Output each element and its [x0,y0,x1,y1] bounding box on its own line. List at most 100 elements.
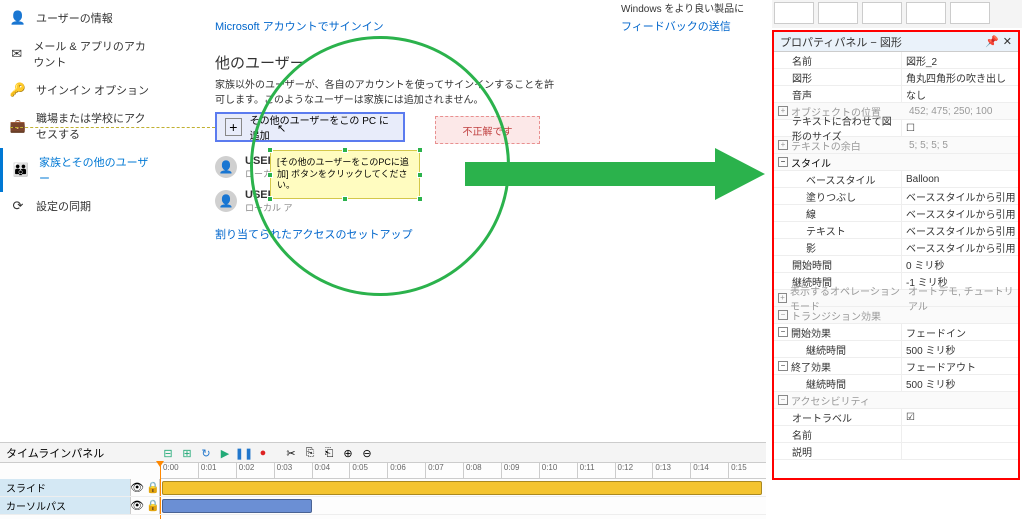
thumbnail[interactable] [862,2,902,24]
timeline-bar-cursor[interactable] [162,499,312,513]
group-key: アクセシビリティ [791,393,905,408]
property-grid[interactable]: 名前図形_2図形角丸四角形の吹き出し音声なし+オブジェクトの位置452; 475… [774,52,1018,478]
tl-tool[interactable]: ⊕ [340,445,356,461]
nav-sync[interactable]: ⟳設定の同期 [0,192,165,220]
property-value[interactable]: 500 ミリ秒 [902,342,1018,357]
property-row[interactable]: 説明 [774,443,1018,460]
property-value[interactable]: ベーススタイルから引用 [902,189,1018,204]
property-value[interactable]: なし [902,87,1018,102]
nav-signin-options[interactable]: 🔑サインイン オプション [0,76,165,104]
lock-icon[interactable]: 🔒 [146,481,160,494]
property-row[interactable]: テキストベーススタイルから引用 [774,222,1018,239]
property-row[interactable]: テキストに合わせて図形のサイズ☐ [774,120,1018,137]
timeline-ruler[interactable]: 0:000:010:020:030:040:050:060:070:080:09… [160,463,766,479]
property-row[interactable]: 図形角丸四角形の吹き出し [774,69,1018,86]
thumbnail[interactable] [818,2,858,24]
tl-tool[interactable]: ⎘ [302,445,318,461]
expander-icon[interactable]: − [778,395,788,405]
property-row[interactable]: 影ベーススタイルから引用 [774,239,1018,256]
property-key: 影 [774,239,902,255]
ruler-tick: 0:00 [160,463,198,478]
play-button[interactable]: ▶ [217,445,233,461]
property-value[interactable]: ☐ [902,123,1018,134]
group-val: オートデモ, チュートリアル [904,283,1018,313]
property-row[interactable]: 継続時間500 ミリ秒 [774,341,1018,358]
property-row[interactable]: 継続時間500 ミリ秒 [774,375,1018,392]
tl-btn-expand[interactable]: ⊞ [179,445,195,461]
property-row[interactable]: オートラベル☑ [774,409,1018,426]
timeline-row-cursor[interactable]: カーソルパス 👁🔒 [0,497,766,515]
property-row[interactable]: −開始効果フェードイン [774,324,1018,341]
group-val: 452; 475; 250; 100 [905,106,992,117]
property-value[interactable]: ☑ [902,412,1018,423]
feedback-link[interactable]: フィードバックの送信 [621,18,731,34]
record-button[interactable]: ● [255,445,271,461]
property-row[interactable]: 音声なし [774,86,1018,103]
nav-mail-accounts[interactable]: ✉メール & アプリのアカウント [0,32,165,76]
property-value[interactable]: 図形_2 [902,53,1018,68]
lock-icon[interactable]: 🔒 [146,499,160,512]
nav-work-school[interactable]: 💼職場または学校にアクセスする [0,104,165,148]
editor-canvas[interactable]: Microsoft アカウントでサインイン Windows をより良い製品に フ… [165,0,765,425]
avatar-icon: 👤 [215,190,237,212]
property-value[interactable]: 500 ミリ秒 [902,376,1018,391]
thumbnail[interactable] [774,2,814,24]
timeline-row-slide[interactable]: スライド 👁🔒 [0,479,766,497]
property-row[interactable]: 線ベーススタイルから引用 [774,205,1018,222]
ruler-tick: 0:08 [463,463,501,478]
expander-icon[interactable]: − [778,361,788,371]
tl-tool[interactable]: ⊖ [359,445,375,461]
property-value[interactable]: 0 ミリ秒 [902,257,1018,272]
expander-icon[interactable]: − [778,327,788,337]
tl-btn-refresh[interactable]: ↻ [198,445,214,461]
expander-icon[interactable]: − [778,310,788,320]
ms-signin-link[interactable]: Microsoft アカウントでサインイン [215,18,384,34]
thumbnail[interactable] [906,2,946,24]
timeline-header: タイムラインパネル [0,443,766,463]
nav-label: 設定の同期 [36,198,91,214]
thumbnail[interactable] [950,2,990,24]
nav-family-users[interactable]: 👪家族とその他のユーザー [0,148,165,192]
eye-icon[interactable]: 👁 [130,481,144,494]
close-icon[interactable]: ✕ [1003,35,1012,48]
property-value[interactable]: フェードアウト [902,359,1018,374]
property-row[interactable]: ベーススタイルBalloon [774,171,1018,188]
other-users-desc: 家族以外のユーザーが、各自のアカウントを使ってサインインすることを許可します。こ… [215,78,555,108]
eye-icon[interactable]: 👁 [130,499,144,512]
property-value[interactable]: ベーススタイルから引用 [902,206,1018,221]
tl-btn-collapse[interactable]: ⊟ [160,445,176,461]
property-row[interactable]: 開始時間0 ミリ秒 [774,256,1018,273]
property-group[interactable]: −スタイル [774,154,1018,171]
timeline-panel: タイムラインパネル ⊟ ⊞ ↻ ▶ ❚❚ ● ✂ ⎘ ⎗ ⊕ ⊖ 0:000:0… [0,442,766,519]
property-group[interactable]: +表示するオペレーションモードオートデモ, チュートリアル [774,290,1018,307]
property-value[interactable]: Balloon [902,174,1018,185]
property-value[interactable]: ベーススタイルから引用 [902,240,1018,255]
property-group[interactable]: +テキストの余白5; 5; 5; 5 [774,137,1018,154]
pin-icon[interactable]: 📌 [985,35,999,48]
property-row[interactable]: 名前図形_2 [774,52,1018,69]
property-row[interactable]: 名前 [774,426,1018,443]
property-value[interactable]: 角丸四角形の吹き出し [902,70,1018,85]
add-user-button[interactable]: + その他のユーザーをこの PC に追加 [215,112,405,142]
tl-tool[interactable]: ⎗ [321,445,337,461]
ruler-tick: 0:05 [349,463,387,478]
pause-button[interactable]: ❚❚ [236,445,252,461]
panel-title-text: プロパティパネル − 図形 [780,34,902,50]
property-group[interactable]: −アクセシビリティ [774,392,1018,409]
incorrect-feedback-box[interactable]: 不正解です [435,116,540,144]
property-value[interactable]: ベーススタイルから引用 [902,223,1018,238]
timeline-bar-slide[interactable] [162,481,762,495]
instruction-balloon[interactable]: [その他のユーザーをこのPCに追加] ボタンをクリックしてください。 [270,150,420,199]
property-key: 名前 [774,52,902,68]
expander-icon[interactable]: + [778,106,788,116]
expander-icon[interactable]: + [778,293,787,303]
property-row[interactable]: 塗りつぶしベーススタイルから引用 [774,188,1018,205]
expander-icon[interactable]: − [778,157,788,167]
tl-tool[interactable]: ✂ [283,445,299,461]
property-key: ベーススタイル [774,171,902,187]
expander-icon[interactable]: + [778,140,788,150]
nav-user-info[interactable]: 👤ユーザーの情報 [0,4,165,32]
property-row[interactable]: −終了効果フェードアウト [774,358,1018,375]
property-value[interactable]: フェードイン [902,325,1018,340]
assigned-access-link[interactable]: 割り当てられたアクセスのセットアップ [215,226,412,242]
